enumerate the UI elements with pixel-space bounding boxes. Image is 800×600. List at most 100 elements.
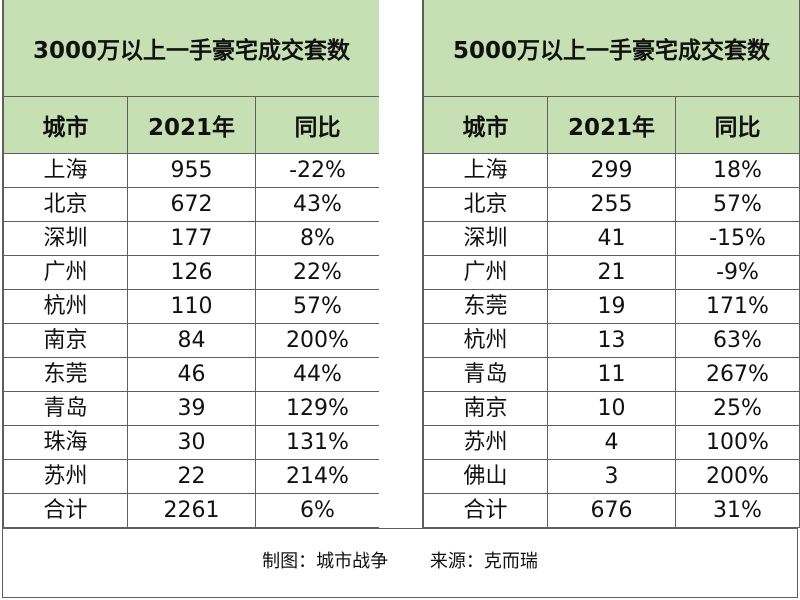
yoy-cell: 100% — [674, 425, 800, 460]
city-cell: 深圳 — [423, 221, 548, 256]
city-cell: 北京 — [423, 187, 548, 222]
table-row: 广州 126 22% — [3, 255, 381, 290]
city-cell: 北京 — [3, 187, 128, 222]
yoy-cell: 31% — [674, 493, 800, 528]
footer: 制图：城市战争 来源：克而瑞 — [2, 528, 798, 598]
footer-text: 制图：城市战争 来源：克而瑞 — [3, 547, 797, 573]
count-cell: 84 — [127, 323, 256, 358]
city-cell: 南京 — [3, 323, 128, 358]
count-cell: 3 — [547, 459, 676, 494]
city-cell: 上海 — [423, 153, 548, 188]
right-header-yoy: 同比 — [674, 96, 800, 154]
table-row: 南京 84 200% — [3, 323, 381, 358]
count-cell: 39 — [127, 391, 256, 426]
city-cell: 杭州 — [423, 323, 548, 358]
left-table-title: 3000万以上一手豪宅成交套数 — [2, 0, 381, 97]
yoy-cell: 25% — [674, 391, 800, 426]
count-cell: 110 — [127, 289, 256, 324]
table-row: 佛山 3 200% — [423, 459, 800, 494]
yoy-cell: 18% — [674, 153, 800, 188]
table-row: 南京 10 25% — [423, 391, 800, 426]
right-table-title: 5000万以上一手豪宅成交套数 — [422, 0, 800, 97]
count-cell: 255 — [547, 187, 676, 222]
count-cell: 19 — [547, 289, 676, 324]
city-cell: 青岛 — [423, 357, 548, 392]
yoy-cell: 57% — [254, 289, 381, 324]
table-row: 青岛 39 129% — [3, 391, 381, 426]
count-cell: 10 — [547, 391, 676, 426]
yoy-cell: 63% — [674, 323, 800, 358]
table-row: 广州 21 -9% — [423, 255, 800, 290]
table-row: 珠海 30 131% — [3, 425, 381, 460]
table-row: 杭州 13 63% — [423, 323, 800, 358]
yoy-cell: 43% — [254, 187, 381, 222]
city-cell: 杭州 — [3, 289, 128, 324]
right-table: 5000万以上一手豪宅成交套数 城市 2021年 同比 上海 299 18% 北京 25… — [422, 0, 800, 528]
count-cell: 30 — [127, 425, 256, 460]
table-row: 深圳 177 8% — [3, 221, 381, 256]
table-gap — [379, 0, 421, 528]
table-row: 合计 676 31% — [423, 493, 800, 528]
yoy-cell: 214% — [254, 459, 381, 494]
yoy-cell: 129% — [254, 391, 381, 426]
yoy-cell: -9% — [674, 255, 800, 290]
table-row: 北京 255 57% — [423, 187, 800, 222]
yoy-cell: 131% — [254, 425, 381, 460]
yoy-cell: 200% — [674, 459, 800, 494]
count-cell: 177 — [127, 221, 256, 256]
city-cell: 东莞 — [3, 357, 128, 392]
yoy-cell: -15% — [674, 221, 800, 256]
yoy-cell: 6% — [254, 493, 381, 528]
city-cell: 广州 — [3, 255, 128, 290]
yoy-cell: 200% — [254, 323, 381, 358]
count-cell: 11 — [547, 357, 676, 392]
count-cell: 676 — [547, 493, 676, 528]
city-cell: 深圳 — [3, 221, 128, 256]
city-cell: 东莞 — [423, 289, 548, 324]
count-cell: 955 — [127, 153, 256, 188]
city-cell: 合计 — [423, 493, 548, 528]
footer-credit: 制图：城市战争 — [262, 551, 389, 572]
city-cell: 广州 — [423, 255, 548, 290]
yoy-cell: 8% — [254, 221, 381, 256]
city-cell: 佛山 — [423, 459, 548, 494]
yoy-cell: 267% — [674, 357, 800, 392]
table-row: 苏州 4 100% — [423, 425, 800, 460]
count-cell: 13 — [547, 323, 676, 358]
yoy-cell: 44% — [254, 357, 381, 392]
city-cell: 苏州 — [423, 425, 548, 460]
yoy-cell: 57% — [674, 187, 800, 222]
footer-source: 来源：克而瑞 — [429, 551, 538, 572]
count-cell: 21 — [547, 255, 676, 290]
table-row: 青岛 11 267% — [423, 357, 800, 392]
count-cell: 41 — [547, 221, 676, 256]
table-row: 杭州 110 57% — [3, 289, 381, 324]
left-header-yoy: 同比 — [254, 96, 381, 154]
table-row: 深圳 41 -15% — [423, 221, 800, 256]
left-header-city: 城市 — [3, 96, 128, 154]
city-cell: 青岛 — [3, 391, 128, 426]
count-cell: 126 — [127, 255, 256, 290]
table-row: 苏州 22 214% — [3, 459, 381, 494]
table-row: 合计 2261 6% — [3, 493, 381, 528]
right-header-year: 2021年 — [547, 96, 676, 154]
city-cell: 珠海 — [3, 425, 128, 460]
city-cell: 南京 — [423, 391, 548, 426]
count-cell: 299 — [547, 153, 676, 188]
count-cell: 672 — [127, 187, 256, 222]
count-cell: 46 — [127, 357, 256, 392]
yoy-cell: -22% — [254, 153, 381, 188]
left-table-panel: 3000万以上一手豪宅成交套数 城市 2021年 同比 上海 955 -22% 北京 6… — [2, 0, 381, 528]
table-row: 东莞 19 171% — [423, 289, 800, 324]
count-cell: 22 — [127, 459, 256, 494]
yoy-cell: 171% — [674, 289, 800, 324]
right-header-city: 城市 — [423, 96, 548, 154]
count-cell: 4 — [547, 425, 676, 460]
table-row: 上海 299 18% — [423, 153, 800, 188]
count-cell: 2261 — [127, 493, 256, 528]
yoy-cell: 22% — [254, 255, 381, 290]
city-cell: 苏州 — [3, 459, 128, 494]
left-header-year: 2021年 — [127, 96, 256, 154]
city-cell: 合计 — [3, 493, 128, 528]
left-table: 3000万以上一手豪宅成交套数 城市 2021年 同比 上海 955 -22% 北京 6… — [2, 0, 381, 528]
